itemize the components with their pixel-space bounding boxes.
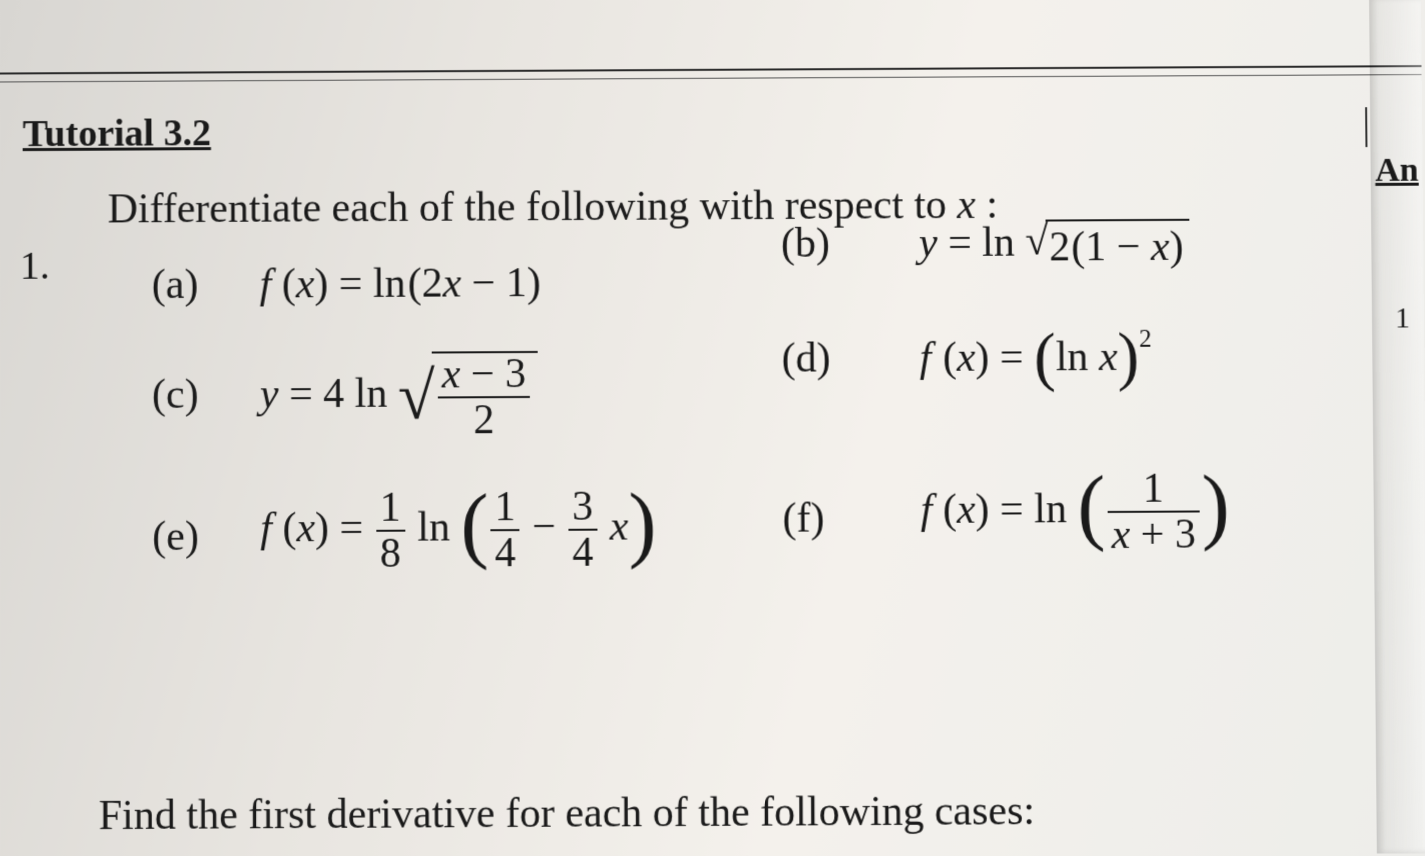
frac-f: 1 x + 3: [1107, 467, 1200, 556]
label-f: (f): [782, 494, 824, 542]
exp-d: 2: [1139, 326, 1152, 353]
item-a-formula: f (x) = ln(2x − 1): [260, 259, 541, 308]
footer-instruction: Find the first derivative for each of th…: [99, 787, 1036, 840]
frac-e-1: 1 4: [490, 486, 519, 574]
den-e-2: 4: [568, 529, 597, 574]
top-rule: [0, 65, 1422, 74]
label-d: (d): [781, 334, 830, 382]
surd-c: √ x − 3 2: [398, 351, 539, 442]
label-e: (e): [152, 513, 199, 561]
margin-rule: [1365, 107, 1367, 147]
label-b: (b): [781, 220, 830, 268]
top-rule-thin: [0, 74, 1422, 82]
frac-e-2: 3 4: [568, 486, 597, 574]
frac-c-den: 2: [438, 396, 531, 441]
item-f-label: (f): [782, 494, 824, 542]
instruction: Differentiate each of the following with…: [108, 181, 998, 234]
label-c: (c): [152, 371, 199, 419]
num-e-1: 1: [490, 486, 519, 529]
item-e-formula: f (x) = 1 8 ln ( 1 4 − 3 4 x): [260, 485, 657, 575]
item-b-formula: y = ln √2(1 − x): [919, 218, 1190, 273]
num-e-2: 3: [568, 486, 597, 529]
item-d-label: (d): [781, 334, 830, 382]
frac-e-outer: 1 8: [376, 487, 405, 575]
item-a-label: (a): [152, 261, 199, 309]
num-f: 1: [1107, 467, 1200, 511]
question-number: 1.: [20, 242, 50, 289]
frac-c: x − 3 2: [438, 353, 531, 441]
den-e-outer: 8: [376, 530, 405, 575]
item-f-formula: f (x) = ln ( 1 x + 3 ): [920, 467, 1230, 557]
margin-one: 1: [1395, 301, 1410, 335]
surd-b: √2(1 − x): [1025, 219, 1190, 272]
section-heading: Tutorial 3.2: [23, 111, 211, 156]
item-e-label: (e): [152, 513, 199, 561]
item-c-formula: y = 4 ln √ x − 3 2: [260, 351, 538, 442]
item-d-formula: f (x) = (ln x)2: [919, 333, 1152, 382]
label-a: (a): [152, 261, 199, 309]
den-e-1: 4: [491, 529, 520, 574]
item-c-label: (c): [152, 371, 199, 419]
margin-an: An: [1375, 152, 1419, 190]
instruction-pre: Differentiate each of the following with…: [108, 182, 958, 232]
page-right-edge: [1369, 0, 1425, 854]
num-e-outer: 1: [376, 487, 405, 530]
item-b-label: (b): [781, 220, 830, 268]
page: Tutorial 3.2 1. Differentiate each of th…: [0, 0, 1425, 856]
coef-c: 4: [323, 371, 344, 417]
